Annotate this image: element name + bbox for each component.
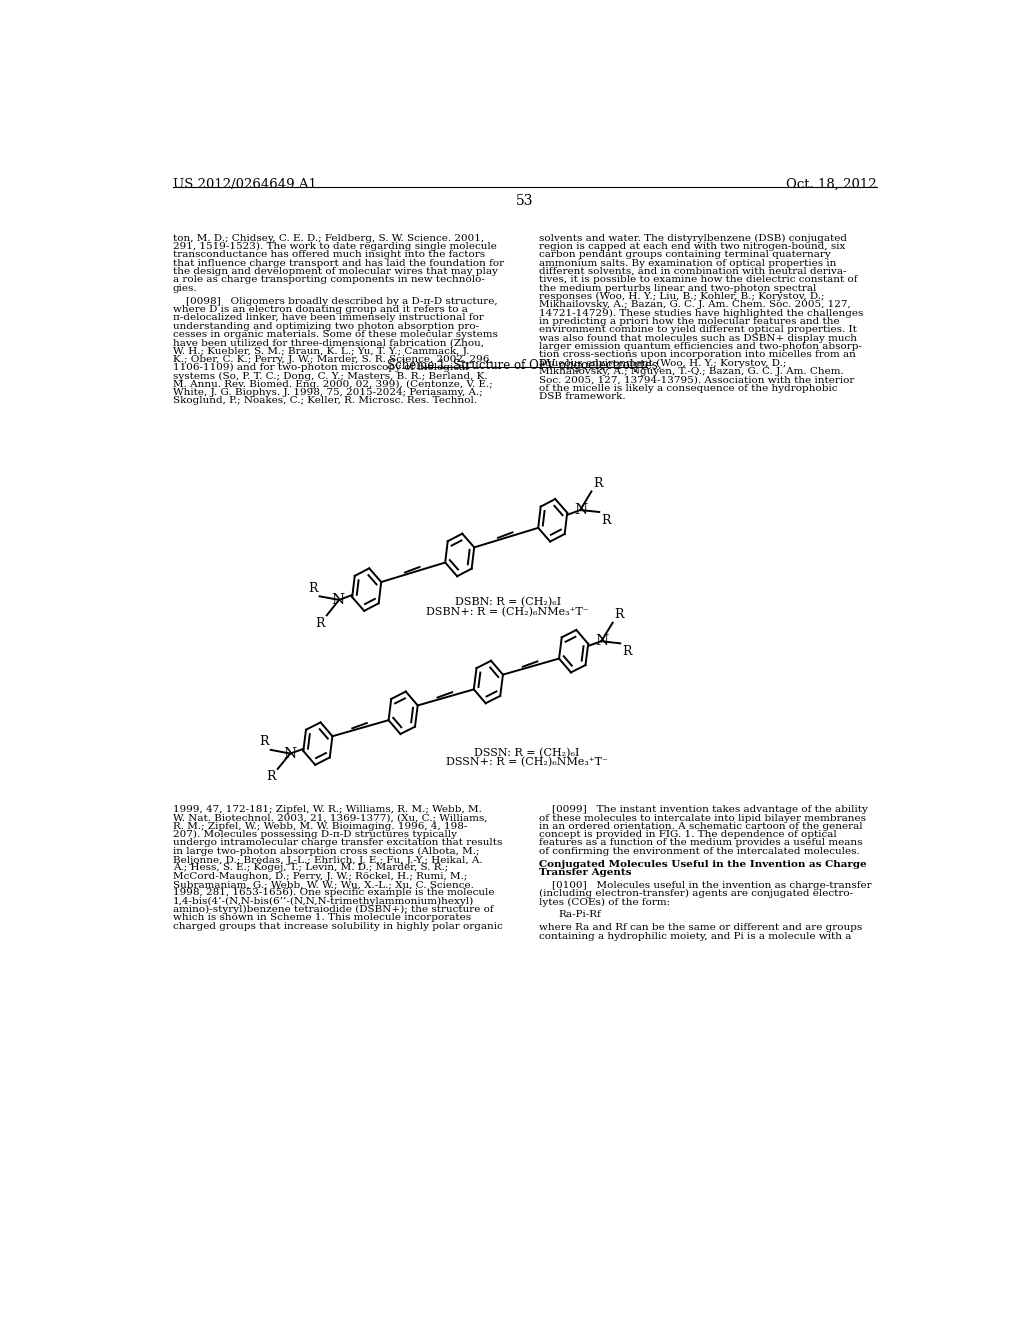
Text: R: R	[614, 609, 624, 622]
Text: containing a hydrophilic moiety, and Pi is a molecule with a: containing a hydrophilic moiety, and Pi …	[539, 932, 851, 941]
Text: White, J. G. ​Biophys. J.​ 1998, 75, 2015-2024; Periasamy, A.;: White, J. G. ​Biophys. J.​ 1998, 75, 201…	[173, 388, 482, 397]
Text: Ra-Pi-Rf: Ra-Pi-Rf	[558, 911, 601, 920]
Text: lytes (COEs) of the form:: lytes (COEs) of the form:	[539, 898, 670, 907]
Text: R: R	[260, 735, 269, 748]
Text: DSBN+: R = (CH₂)₆NMe₃⁺T⁻: DSBN+: R = (CH₂)₆NMe₃⁺T⁻	[426, 607, 589, 616]
Text: tion cross-sections upon incorporation into micelles from an: tion cross-sections upon incorporation i…	[539, 350, 856, 359]
Text: 53: 53	[516, 194, 534, 207]
Text: ​Soc.​ 2005, 127, 13794-13795). Association with the interior: ​Soc.​ 2005, 127, 13794-13795). Associat…	[539, 375, 854, 384]
Text: where Ra and Rf can be the same or different and are groups: where Ra and Rf can be the same or diffe…	[539, 923, 862, 932]
Text: systems (So, P. T. C.; Dong, C. Y.; Masters, B. R.; Berland, K.: systems (So, P. T. C.; Dong, C. Y.; Mast…	[173, 371, 487, 380]
Text: Beljonne, D.; Brédas, J.-L.; Ehrlich, J. E.; Fu, J.-Y.; Heikal, A.: Beljonne, D.; Brédas, J.-L.; Ehrlich, J.…	[173, 855, 482, 865]
Text: aqueous environment (Woo, H. Y.; Korystov, D.;: aqueous environment (Woo, H. Y.; Korysto…	[539, 359, 786, 368]
Text: in predicting a priori how the molecular features and the: in predicting a priori how the molecular…	[539, 317, 840, 326]
Text: a role as charge transporting components in new technolo-: a role as charge transporting components…	[173, 276, 484, 284]
Text: was also found that molecules such as DSBN+ display much: was also found that molecules such as DS…	[539, 334, 857, 343]
Text: [0100]   Molecules useful in the invention as charge-transfer: [0100] Molecules useful in the invention…	[539, 880, 871, 890]
Text: 1106-1109) and for two-photon microscopy of biological: 1106-1109) and for two-photon microscopy…	[173, 363, 468, 372]
Text: Scheme 1. Structure of OPV oligoelectrolytes.: Scheme 1. Structure of OPV oligoelectrol…	[387, 359, 663, 372]
Text: solvents and water. The distyrylbenzene (DSB) conjugated: solvents and water. The distyrylbenzene …	[539, 234, 847, 243]
Text: which is shown in Scheme 1. This molecule incorporates: which is shown in Scheme 1. This molecul…	[173, 913, 471, 923]
Text: 291, 1519-1523). The work to date regarding single molecule: 291, 1519-1523). The work to date regard…	[173, 242, 497, 251]
Text: N: N	[574, 503, 588, 517]
Text: of confirming the environment of the intercalated molecules.: of confirming the environment of the int…	[539, 847, 859, 855]
Text: 1998, 281, 1653-1656). One specific example is the molecule: 1998, 281, 1653-1656). One specific exam…	[173, 888, 495, 898]
Text: US 2012/0264649 A1: US 2012/0264649 A1	[173, 178, 316, 190]
Text: DSSN: R = (CH₂)₆I: DSSN: R = (CH₂)₆I	[474, 747, 580, 758]
Text: W. H.; Kuebler, S. M.; Braun, K. L.; Yu, T. Y.; Cammack, J.: W. H.; Kuebler, S. M.; Braun, K. L.; Yu,…	[173, 347, 469, 355]
Text: gies.: gies.	[173, 284, 198, 293]
Text: concept is provided in FIG. 1. The dependence of optical: concept is provided in FIG. 1. The depen…	[539, 830, 837, 840]
Text: Transfer Agents: Transfer Agents	[539, 869, 631, 876]
Text: R. M.; Zipfel, W.; Webb, M. W. ​Bioimaging.​ 1996, 4, 198-: R. M.; Zipfel, W.; Webb, M. W. ​Bioimagi…	[173, 822, 467, 830]
Text: Skoglund, P.; Noakes, C.; Keller, R. ​Microsc. Res. Technol.​: Skoglund, P.; Noakes, C.; Keller, R. ​Mi…	[173, 396, 477, 405]
Text: McCord-Maughon, D.; Perry, J. W.; Röckel, H.; Rumi, M.;: McCord-Maughon, D.; Perry, J. W.; Röckel…	[173, 871, 467, 880]
Text: Conjugated Molecules Useful in the Invention as Charge: Conjugated Molecules Useful in the Inven…	[539, 859, 866, 869]
Text: 207). Molecules possessing D-π-D structures typically: 207). Molecules possessing D-π-D structu…	[173, 830, 457, 840]
Text: charged groups that increase solubility in highly polar organic: charged groups that increase solubility …	[173, 921, 503, 931]
Text: ammonium salts. By examination of optical properties in: ammonium salts. By examination of optica…	[539, 259, 837, 268]
Text: [0098]   Oligomers broadly described by a D-π-D structure,: [0098] Oligomers broadly described by a …	[173, 297, 498, 306]
Text: environment combine to yield different optical properties. It: environment combine to yield different o…	[539, 325, 857, 334]
Text: the design and development of molecular wires that may play: the design and development of molecular …	[173, 267, 498, 276]
Text: 14721-14729). These studies have highlighted the challenges: 14721-14729). These studies have highlig…	[539, 309, 863, 318]
Text: where D is an electron donating group and it refers to a: where D is an electron donating group an…	[173, 305, 468, 314]
Text: N: N	[595, 634, 608, 648]
Text: of these molecules to intercalate into lipid bilayer membranes: of these molecules to intercalate into l…	[539, 813, 865, 822]
Text: amino)-styryl)benzene tetraiodide (DSBN+); the structure of: amino)-styryl)benzene tetraiodide (DSBN+…	[173, 906, 494, 915]
Text: 1,4-bis(4’-(N,N-bis(6’’-(N,N,N-trimethylammonium)hexyl): 1,4-bis(4’-(N,N-bis(6’’-(N,N,N-trimethyl…	[173, 896, 474, 906]
Text: π-delocalized linker, have been immensely instructional for: π-delocalized linker, have been immensel…	[173, 313, 483, 322]
Text: Mikhailovsky, A.; Bazan, G. C. ​J. Am. Chem. Soc.​ 2005, 127,: Mikhailovsky, A.; Bazan, G. C. ​J. Am. C…	[539, 301, 851, 309]
Text: tives, it is possible to examine how the dielectric constant of: tives, it is possible to examine how the…	[539, 276, 857, 284]
Text: (including electron-transfer) agents are conjugated electro-: (including electron-transfer) agents are…	[539, 890, 853, 899]
Text: larger emission quantum efficiencies and two-photon absorp-: larger emission quantum efficiencies and…	[539, 342, 862, 351]
Text: understanding and optimizing two photon absorption pro-: understanding and optimizing two photon …	[173, 322, 479, 330]
Text: in an ordered orientation. A schematic cartoon of the general: in an ordered orientation. A schematic c…	[539, 822, 862, 830]
Text: that influence charge transport and has laid the foundation for: that influence charge transport and has …	[173, 259, 504, 268]
Text: 1999, 47, 172-181; Zipfel, W. R.; Williams, R. M.; Webb, M.: 1999, 47, 172-181; Zipfel, W. R.; Willia…	[173, 805, 482, 814]
Text: W. ​Nat. Biotechnol.​ 2003, 21, 1369-1377), (Xu, C.; Williams,: W. ​Nat. Biotechnol.​ 2003, 21, 1369-137…	[173, 813, 487, 822]
Text: undergo intramolecular charge transfer excitation that results: undergo intramolecular charge transfer e…	[173, 838, 503, 847]
Text: R: R	[315, 616, 326, 630]
Text: in large two-photon absorption cross sections (Albota, M.;: in large two-photon absorption cross sec…	[173, 847, 479, 855]
Text: DSB framework.: DSB framework.	[539, 392, 626, 401]
Text: Subramaniam, G.; Webb, W. W.; Wu, X.-L.; Xu, C. ​Science.​: Subramaniam, G.; Webb, W. W.; Wu, X.-L.;…	[173, 880, 474, 890]
Text: K.; Ober, C. K.; Perry, J. W.; Marder, S. R. ​Science​. 2002, 296,: K.; Ober, C. K.; Perry, J. W.; Marder, S…	[173, 355, 493, 364]
Text: R: R	[601, 513, 610, 527]
Text: R: R	[593, 477, 602, 490]
Text: N: N	[332, 593, 345, 607]
Text: carbon pendant groups containing terminal quaternary: carbon pendant groups containing termina…	[539, 251, 830, 260]
Text: R: R	[308, 582, 318, 595]
Text: of the micelle is likely a consequence of the hydrophobic: of the micelle is likely a consequence o…	[539, 384, 838, 392]
Text: R: R	[622, 645, 631, 657]
Text: DSSN+: R = (CH₂)₆NMe₃⁺T⁻: DSSN+: R = (CH₂)₆NMe₃⁺T⁻	[446, 756, 608, 767]
Text: features as a function of the medium provides a useful means: features as a function of the medium pro…	[539, 838, 862, 847]
Text: transconductance has offered much insight into the factors: transconductance has offered much insigh…	[173, 251, 485, 260]
Text: M. ​Annu. Rev. Biomed. Eng.​ 2000, 02, 399), (Centonze, V. E.;: M. ​Annu. Rev. Biomed. Eng.​ 2000, 02, 3…	[173, 380, 493, 389]
Text: A.; Hess, S. E.; Kogej, T.; Levin, M. D.; Marder, S. R.;: A.; Hess, S. E.; Kogej, T.; Levin, M. D.…	[173, 863, 449, 873]
Text: responses (Woo, H. Y.; Liu, B.; Kohler, B.; Korystov, D.;: responses (Woo, H. Y.; Liu, B.; Kohler, …	[539, 292, 824, 301]
Text: DSBN: R = (CH₂)₆I: DSBN: R = (CH₂)₆I	[455, 598, 561, 607]
Text: Mikhailovsky, A.; Nguyen, T.-Q.; Bazan, G. C. ​J. Am. Chem.​: Mikhailovsky, A.; Nguyen, T.-Q.; Bazan, …	[539, 367, 844, 376]
Text: N: N	[283, 747, 296, 760]
Text: have been utilized for three-dimensional fabrication (Zhou,: have been utilized for three-dimensional…	[173, 338, 484, 347]
Text: R: R	[266, 771, 276, 784]
Text: [0099]   The instant invention takes advantage of the ability: [0099] The instant invention takes advan…	[539, 805, 867, 814]
Text: the medium perturbs linear and two-photon spectral: the medium perturbs linear and two-photo…	[539, 284, 816, 293]
Text: ton, M. D.; Chidsey, C. E. D.; Feldberg, S. W. ​Science​. 2001,: ton, M. D.; Chidsey, C. E. D.; Feldberg,…	[173, 234, 484, 243]
Text: region is capped at each end with two nitrogen-bound, six: region is capped at each end with two ni…	[539, 242, 845, 251]
Text: different solvents, and in combination with neutral deriva-: different solvents, and in combination w…	[539, 267, 846, 276]
Text: cesses in organic materials. Some of these molecular systems: cesses in organic materials. Some of the…	[173, 330, 498, 339]
Text: Oct. 18, 2012: Oct. 18, 2012	[786, 178, 877, 190]
